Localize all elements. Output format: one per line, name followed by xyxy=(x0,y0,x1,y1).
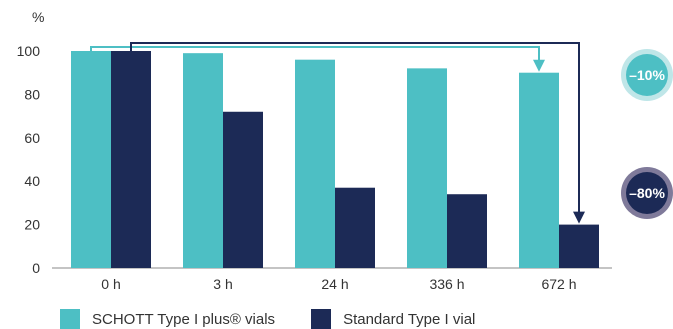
bar-standard xyxy=(335,187,375,268)
legend-item-standard: Standard Type I vial xyxy=(311,309,475,329)
x-tick-label: 672 h xyxy=(541,276,576,292)
legend-swatch-schott xyxy=(60,309,80,329)
bar-schott xyxy=(407,68,447,268)
bar-schott xyxy=(71,51,111,268)
change-arrow-line xyxy=(130,42,580,214)
y-axis-unit: % xyxy=(32,9,44,25)
change-arrow-head xyxy=(573,211,585,224)
badge-label: –10% xyxy=(629,67,665,83)
change-arrow-line xyxy=(90,46,540,62)
bar-schott xyxy=(183,53,223,268)
y-tick-label: 100 xyxy=(17,43,41,59)
legend: SCHOTT Type I plus® vials Standard Type … xyxy=(60,309,511,329)
change-badges: –10% –80% xyxy=(621,49,673,219)
x-tick-label: 336 h xyxy=(429,276,464,292)
bar-standard xyxy=(559,224,599,268)
y-axis-ticks: 0 20 40 60 80 100 xyxy=(17,43,41,276)
badge-label: –80% xyxy=(629,185,665,201)
legend-label-schott: SCHOTT Type I plus® vials xyxy=(92,310,276,328)
legend-swatch-standard xyxy=(311,309,332,329)
badge-circle xyxy=(626,172,668,214)
badge-circle xyxy=(626,54,668,96)
x-axis-ticks: 0 h 3 h 24 h 336 h 672 h xyxy=(101,276,576,292)
x-tick-label: 0 h xyxy=(101,276,120,292)
bar-standard xyxy=(111,51,151,268)
legend-label-standard: Standard Type I vial xyxy=(343,310,476,328)
y-tick-label: 40 xyxy=(24,173,40,189)
legend-item-schott: SCHOTT Type I plus® vials xyxy=(60,309,275,329)
bar-standard xyxy=(447,194,487,268)
bar-schott xyxy=(519,72,559,268)
y-tick-label: 20 xyxy=(24,217,40,233)
y-tick-label: 0 xyxy=(32,260,40,276)
y-tick-label: 60 xyxy=(24,130,40,146)
x-tick-label: 3 h xyxy=(213,276,232,292)
bar-schott xyxy=(295,59,335,269)
change-arrows xyxy=(90,42,585,224)
bar-standard xyxy=(223,111,263,268)
bars xyxy=(71,51,599,269)
x-tick-label: 24 h xyxy=(321,276,348,292)
change-arrow-head xyxy=(533,59,545,72)
y-tick-label: 80 xyxy=(24,86,40,102)
